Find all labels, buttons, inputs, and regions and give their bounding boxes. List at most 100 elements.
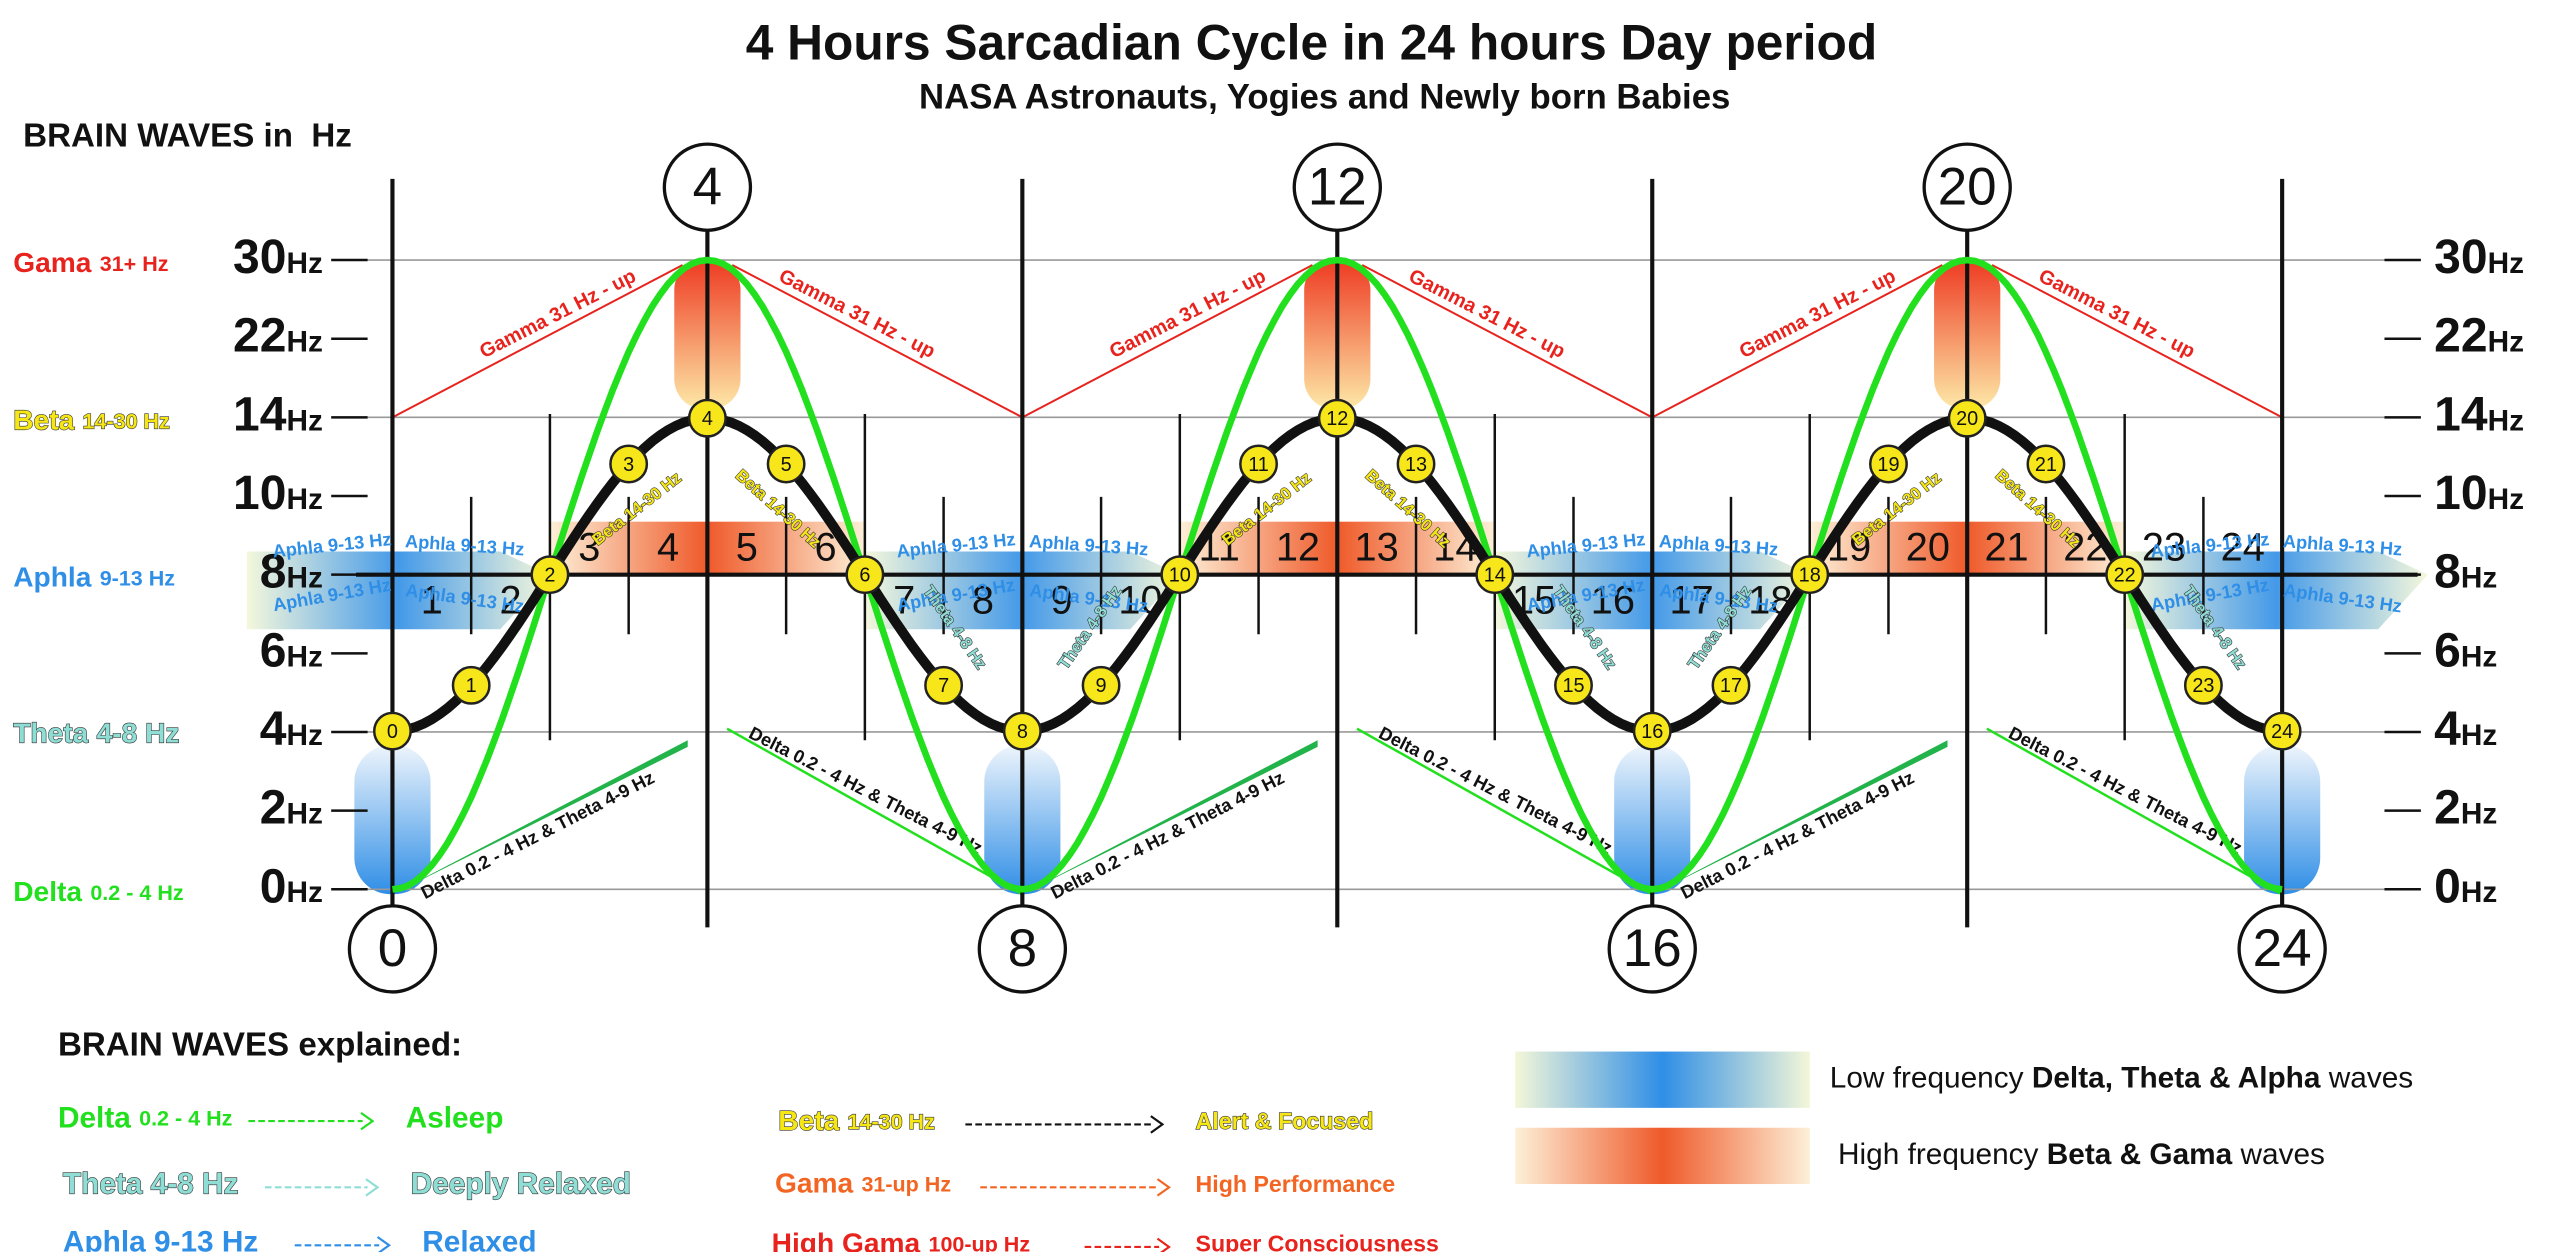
legend-suffix: waves (2239, 1138, 2324, 1171)
y-tick-label: 0Hz (2434, 860, 2497, 913)
y-tick-label: 8Hz (2434, 545, 2497, 598)
legend-gradient-label: High frequency Beta & Gama waves (1838, 1138, 2325, 1171)
alpha-band (2124, 551, 2428, 630)
hour-marker (2237, 904, 2327, 994)
hour-marker (662, 142, 753, 232)
tick-unit: Hz (286, 797, 322, 830)
delta-line (392, 740, 688, 895)
hour-point-label: 17 (1720, 675, 1742, 697)
hour-marker-label: 20 (1938, 158, 1997, 217)
legend-wave: Beta 14-30 Hz (778, 1105, 935, 1136)
legend-wave-range: 14-30 Hz (848, 1109, 935, 1133)
delta-line (1356, 727, 1653, 896)
delta-label: Delta 0.2 - 4 Hz & Theta 4-9 Hz (746, 723, 986, 858)
y-tick-label: 4Hz (260, 703, 323, 756)
hour-point-label: 6 (859, 565, 870, 587)
legend-wave: High Gama 100-up Hz (772, 1228, 1030, 1252)
tick-value: 30 (233, 231, 286, 284)
y-tick-label: 10Hz (2434, 467, 2524, 520)
tick-unit: Hz (286, 247, 322, 280)
tick-unit: Hz (2488, 404, 2524, 437)
hour-cell-label: 9 (1051, 578, 1073, 622)
band-range: 9-13 Hz (100, 566, 175, 590)
hour-marker (1607, 904, 1697, 994)
legend-bold: Delta, Theta & Alpha (2032, 1062, 2321, 1095)
hour-point (1239, 444, 1279, 484)
delta-label: Delta 0.2 - 4 Hz & Theta 4-9 Hz (2005, 723, 2245, 858)
band-name: Delta (13, 877, 82, 908)
alpha-band (246, 551, 550, 630)
tick-unit: Hz (286, 876, 322, 909)
hour-point-label: 16 (1641, 721, 1663, 743)
legend-swatch (1515, 1127, 1810, 1185)
legend-wave-range: 9-13 Hz (154, 1226, 258, 1252)
hour-point-label: 23 (2192, 675, 2214, 697)
tick-unit: Hz (2488, 483, 2524, 516)
legend-wave: Delta 0.2 - 4 Hz (58, 1101, 232, 1134)
legend-wave-range: 4-8 Hz (151, 1168, 239, 1201)
y-tick-label: 30Hz (2434, 231, 2524, 284)
hour-point-label: 9 (1096, 675, 1107, 697)
legend-meaning: Super Consciousness (1196, 1230, 1439, 1252)
legend-wave-name: Theta (63, 1168, 143, 1201)
hour-point (1632, 711, 1672, 751)
hour-marker-label: 24 (2253, 919, 2312, 978)
gamma-line (391, 264, 684, 419)
legend-wave-range: 0.2 - 4 Hz (139, 1106, 232, 1130)
hour-point-label: 21 (2035, 454, 2057, 476)
hour-point (2105, 555, 2145, 595)
tick-unit: Hz (2488, 247, 2524, 280)
delta-line (1022, 740, 1318, 895)
hour-point-label: 7 (938, 675, 949, 697)
legend-prefix: High frequency (1838, 1138, 2039, 1171)
tick-value: 14 (233, 388, 287, 441)
hour-point-label: 10 (1169, 565, 1191, 587)
hour-point (1317, 398, 1357, 438)
legend-gradient-label: Low frequency Delta, Theta & Alpha waves (1830, 1062, 2413, 1095)
tick-value: 4 (260, 703, 287, 756)
tick-value: 10 (233, 467, 286, 520)
tick-value: 10 (2434, 467, 2487, 520)
hour-marker (347, 904, 438, 994)
hour-point-label: 20 (1956, 408, 1978, 430)
legend-arrow-head (365, 1178, 380, 1197)
gamma-label: Gamma 31 Hz - up (1736, 265, 1899, 363)
hour-point (766, 444, 806, 484)
tick-value: 0 (2434, 860, 2461, 913)
hour-point-label: 8 (1017, 721, 1028, 743)
tick-value: 2 (260, 781, 287, 834)
band-range: 14-30 Hz (83, 409, 170, 433)
hour-point-label: 12 (1326, 408, 1348, 430)
y-tick-label: 4Hz (2434, 703, 2497, 756)
hour-cell-label: 23 (2142, 525, 2186, 569)
hour-point-label: 3 (623, 454, 634, 476)
y-tick-label: 2Hz (2434, 781, 2497, 834)
band-name: Beta (13, 405, 74, 436)
green-wave (392, 256, 2283, 893)
tick-value: 0 (260, 860, 287, 913)
band-label: Delta 0.2 - 4 Hz (13, 877, 183, 908)
hour-point (1790, 555, 1830, 595)
hour-point (1475, 555, 1515, 595)
tick-value: 8 (2434, 545, 2461, 598)
gamma-line (1021, 264, 1313, 419)
axis-title: BRAIN WAVES in Hz (23, 117, 352, 154)
gamma-line (1361, 264, 1653, 419)
legend-arrow-head (376, 1236, 391, 1252)
legend-suffix: waves (2328, 1062, 2413, 1095)
hour-point-label: 19 (1877, 454, 1899, 476)
y-tick-label: 14Hz (2434, 388, 2524, 441)
legend-bold: Beta & Gama (2047, 1138, 2233, 1171)
hour-cell-label: 20 (1906, 525, 1950, 569)
hour-marker (1922, 142, 2012, 232)
hour-point-label: 18 (1799, 565, 1821, 587)
y-tick-label: 30Hz (233, 231, 323, 284)
hour-marker (1292, 142, 1383, 232)
hour-marker-label: 8 (1008, 919, 1037, 978)
y-tick-label: 14Hz (233, 388, 323, 441)
hour-point (687, 398, 727, 438)
band-label: Aphla 9-13 Hz (13, 562, 175, 593)
hour-cell-label: 2 (499, 578, 521, 622)
